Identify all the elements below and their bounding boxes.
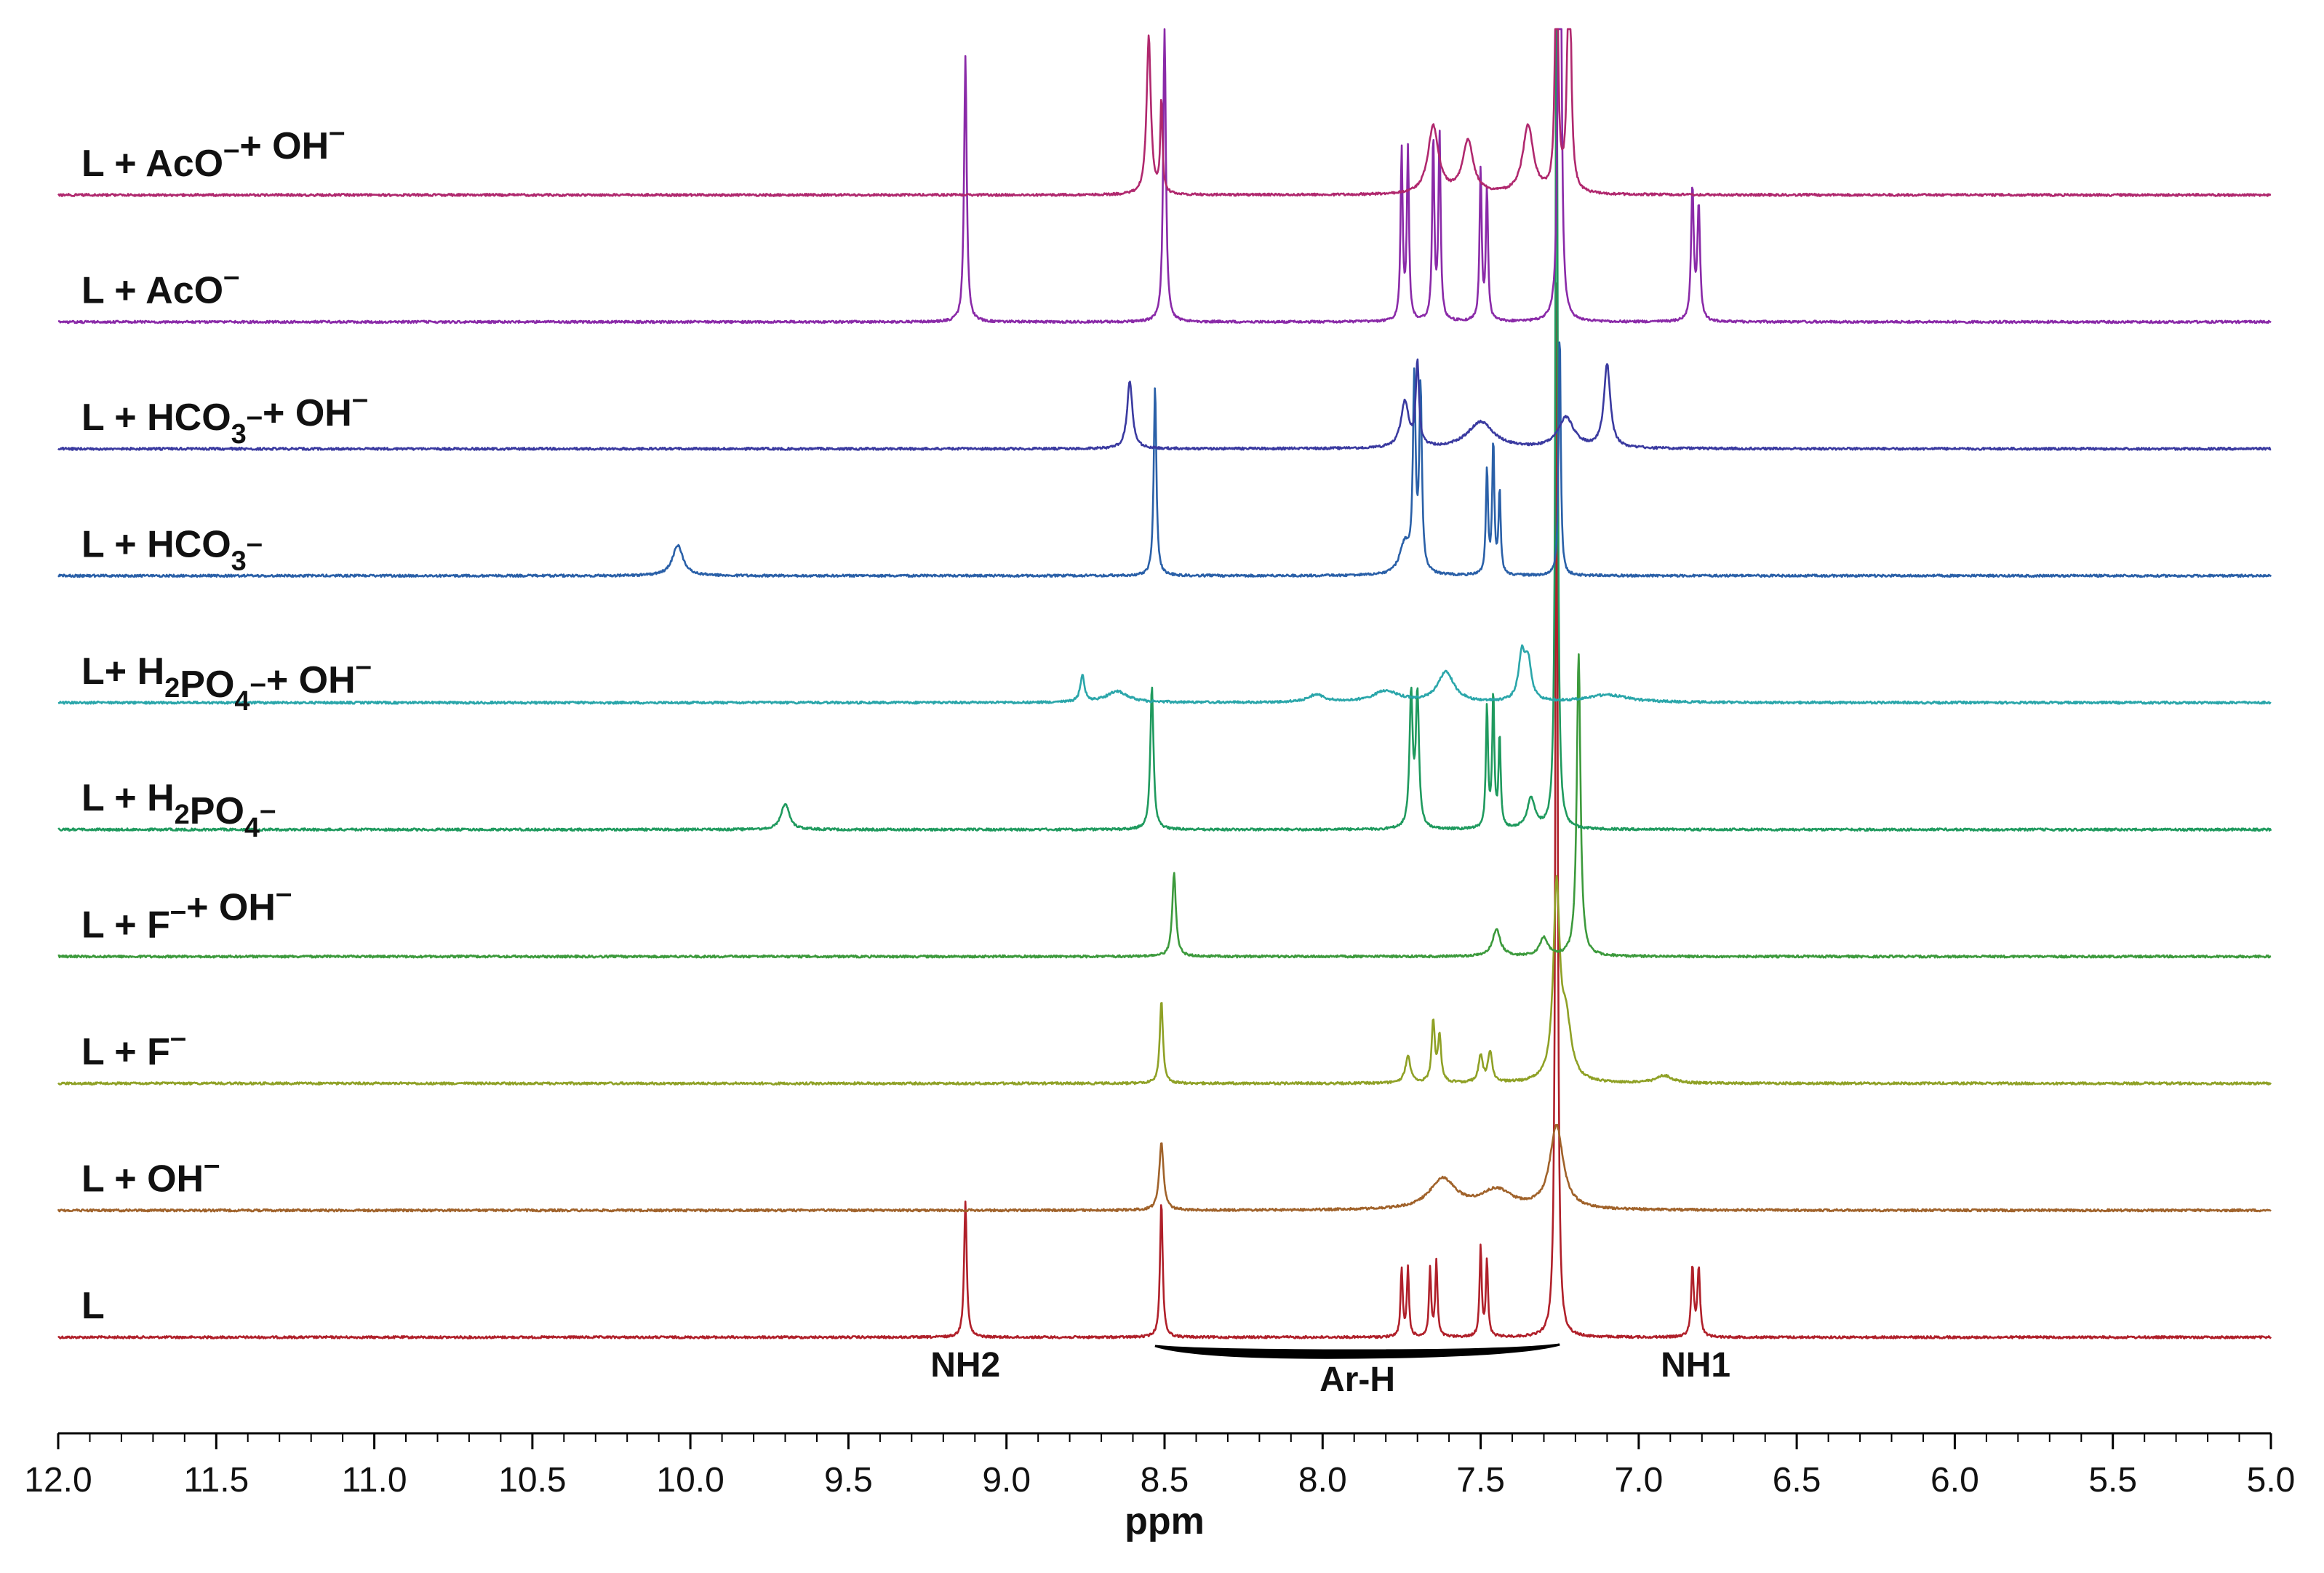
trace-label: L + OH– [81,1149,220,1200]
x-tick-label: 11.0 [342,1461,407,1500]
x-tick-label: 5.0 [2247,1461,2296,1500]
trace-label: L [81,1285,105,1327]
x-tick-label: 12.0 [24,1461,92,1500]
spectrum-trace [57,28,2272,324]
trace-label: L + H2PO4– [81,777,276,843]
ar-h-bracket [1154,1343,1560,1359]
annotation-nh2: NH2 [930,1346,1000,1385]
x-axis-title: ppm [1125,1500,1205,1542]
peak-annotations: NH2 Ar-H NH1 [930,1343,1730,1399]
trace-labels: L L + OH– L + F– L + F–+ OH– L + H2PO4– L+ H2… [81,116,372,1327]
x-tick-label: 10.0 [656,1461,724,1500]
spectrum-trace [57,28,2272,197]
annotation-ar-h: Ar-H [1319,1361,1395,1399]
x-tick-label: 5.5 [2088,1461,2137,1500]
spectrum-trace [57,282,2272,1339]
trace-label: L + F– [81,1022,186,1073]
x-tick-label: 10.5 [498,1461,566,1500]
trace-label: L+ H2PO4–+ OH– [81,650,372,717]
x-tick-label: 9.5 [824,1461,873,1500]
spectrum-trace [57,644,2272,705]
annotation-nh1: NH1 [1661,1346,1730,1385]
x-tick-label: 11.5 [183,1461,249,1500]
x-tick-label: 9.0 [982,1461,1031,1500]
trace-label: L + AcO– [81,260,239,311]
spectra-traces [57,28,2272,1339]
trace-label: L + F–+ OH– [81,877,292,947]
spectrum-trace [57,875,2272,1086]
spectrum-trace [57,341,2272,578]
spectrum-trace [57,653,2272,959]
trace-label: L + AcO–+ OH– [81,116,345,185]
x-tick-label: 6.0 [1930,1461,1979,1500]
x-axis: 12.0 11.5 11.0 10.5 10.0 9.5 9.0 8.5 8.0 7.5 7.0 6.… [24,1432,2295,1542]
x-tick-label: 6.5 [1773,1461,1821,1500]
x-tick-label: 7.5 [1456,1461,1505,1500]
spectrum-trace [57,1123,2272,1213]
x-axis-ticks: 12.0 11.5 11.0 10.5 10.0 9.5 9.0 8.5 8.0 7.5 7.0 6.… [24,1433,2295,1500]
x-tick-label: 7.0 [1615,1461,1664,1500]
spectrum-trace [57,28,2272,832]
x-tick-label: 8.0 [1298,1461,1347,1500]
x-tick-label: 8.5 [1141,1461,1189,1500]
trace-label: L + HCO3–+ OH– [81,383,368,450]
spectrum-trace [57,358,2272,451]
trace-label: L + HCO3– [81,523,263,576]
